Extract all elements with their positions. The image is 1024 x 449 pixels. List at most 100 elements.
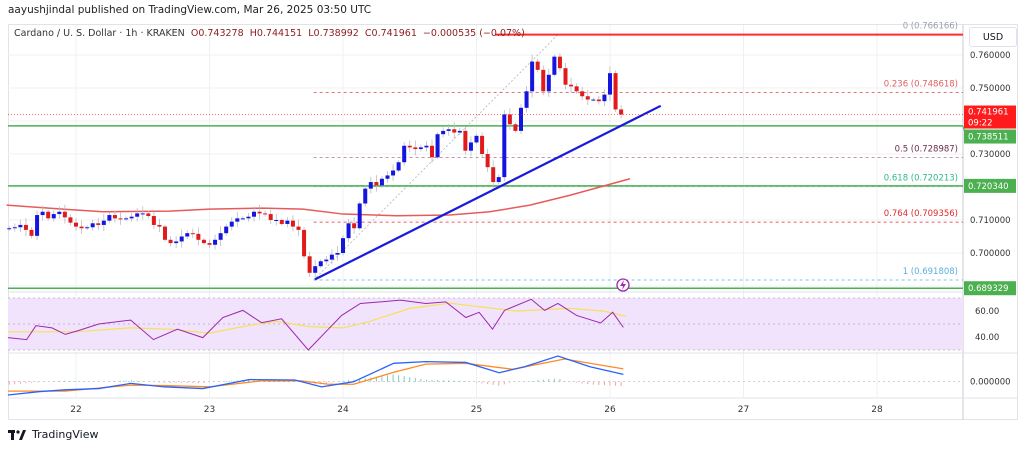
candle-up — [124, 218, 129, 220]
candle-down — [541, 69, 546, 92]
candle-down — [279, 220, 284, 224]
candle-down — [452, 129, 457, 133]
candle-up — [218, 233, 223, 240]
candle-down — [196, 233, 201, 240]
support-price-tag — [964, 178, 1016, 193]
candle-up — [246, 216, 251, 219]
fib-level-label: 0.5 (0.728987) — [895, 144, 958, 154]
symbol-name[interactable]: Cardano / U. S. Dollar · 1h · KRAKEN — [14, 28, 185, 39]
candle-down — [74, 222, 78, 227]
x-tick-label: 27 — [738, 405, 749, 415]
candle-down — [296, 226, 301, 230]
candle-up — [608, 73, 612, 95]
current-price-tag — [964, 105, 1016, 129]
candle-up — [185, 233, 190, 237]
candle-down — [513, 124, 518, 131]
candle-down — [585, 96, 590, 100]
currency-button[interactable]: USD — [969, 27, 1017, 47]
candle-up — [140, 213, 145, 215]
candle-down — [563, 68, 568, 85]
lightning-icon — [620, 280, 626, 290]
support-price-label: 0.689329 — [968, 284, 1009, 294]
candle-down — [569, 84, 574, 87]
macd-signal-line — [7, 358, 624, 392]
candle-up — [107, 215, 112, 221]
x-tick-label: 23 — [204, 405, 215, 415]
fib-level-label: 0 (0.766166) — [903, 22, 958, 32]
candle-up — [18, 224, 23, 228]
candle-up — [229, 221, 234, 227]
candle-up — [379, 178, 384, 186]
support-price-label: 0.720340 — [968, 182, 1009, 192]
candle-down — [190, 233, 195, 235]
candle-down — [507, 114, 512, 125]
macd-line — [7, 355, 624, 396]
candle-up — [602, 94, 607, 102]
candle-down — [290, 220, 295, 227]
candle-down — [596, 99, 601, 102]
candle-up — [213, 239, 218, 245]
candle-up — [435, 134, 440, 158]
candle-down — [268, 214, 273, 220]
candle-down — [157, 224, 162, 227]
candle-up — [418, 147, 423, 150]
y-tick-label: 0.760000 — [970, 51, 1011, 61]
moving-average-line — [6, 178, 631, 217]
y-tick-label: 0.700000 — [970, 249, 1011, 259]
fib-level-label: 0.764 (0.709356) — [884, 209, 958, 219]
candle-down — [535, 61, 540, 70]
x-tick-label: 26 — [604, 405, 616, 415]
symbol-legend: Cardano / U. S. Dollar · 1h · KRAKEN O0.… — [14, 28, 525, 39]
candle-up — [324, 259, 329, 262]
close-value: C0.741961 — [364, 28, 417, 39]
candle-up — [524, 91, 529, 108]
candle-up — [402, 145, 407, 163]
support-price-tag — [964, 129, 1016, 144]
candle-up — [385, 175, 390, 179]
candle-down — [491, 167, 496, 183]
candle-down — [146, 213, 151, 217]
candle-down — [374, 182, 379, 186]
y-tick-label: 0.750000 — [970, 84, 1011, 94]
support-price-label: 0.738511 — [968, 133, 1009, 143]
candle-up — [496, 177, 501, 183]
candle-up — [591, 99, 596, 101]
candle-down — [480, 135, 485, 154]
rsi-tick-label: 60.00 — [975, 307, 999, 317]
open-value: O0.743278 — [190, 28, 244, 39]
candle-up — [329, 254, 334, 260]
candle-up — [12, 227, 17, 229]
candle-down — [407, 145, 412, 148]
candle-up — [40, 211, 45, 216]
candle-down — [163, 226, 167, 240]
candle-up — [363, 188, 368, 204]
low-value: L0.738992 — [308, 28, 359, 39]
candle-up — [396, 162, 401, 171]
candle-down — [46, 211, 51, 219]
candle-down — [613, 73, 618, 110]
candle-up — [341, 238, 345, 253]
candle-down — [23, 224, 28, 230]
support-price-tag — [964, 281, 1016, 296]
candle-up — [224, 226, 229, 234]
tradingview-logo[interactable]: TradingView — [8, 428, 98, 441]
tradingview-brand: TradingView — [32, 428, 99, 441]
change-value: −0.000535 (−0.07%) — [422, 28, 525, 39]
candle-down — [352, 223, 357, 229]
y-tick-label: 0.710000 — [970, 216, 1011, 226]
candle-down — [257, 211, 262, 214]
candle-down — [112, 215, 117, 219]
candle-down — [307, 256, 312, 273]
candle-up — [101, 220, 106, 225]
candle-down — [557, 56, 562, 69]
y-tick-label: 0.730000 — [970, 150, 1011, 160]
candle-up — [457, 130, 462, 133]
candle-up — [85, 227, 90, 229]
rsi-tick-label: 40.00 — [975, 333, 999, 343]
candle-up — [313, 266, 318, 273]
candle-down — [463, 130, 468, 151]
candle-up — [530, 61, 535, 92]
candle-down — [151, 216, 156, 225]
candle-up — [502, 114, 507, 178]
